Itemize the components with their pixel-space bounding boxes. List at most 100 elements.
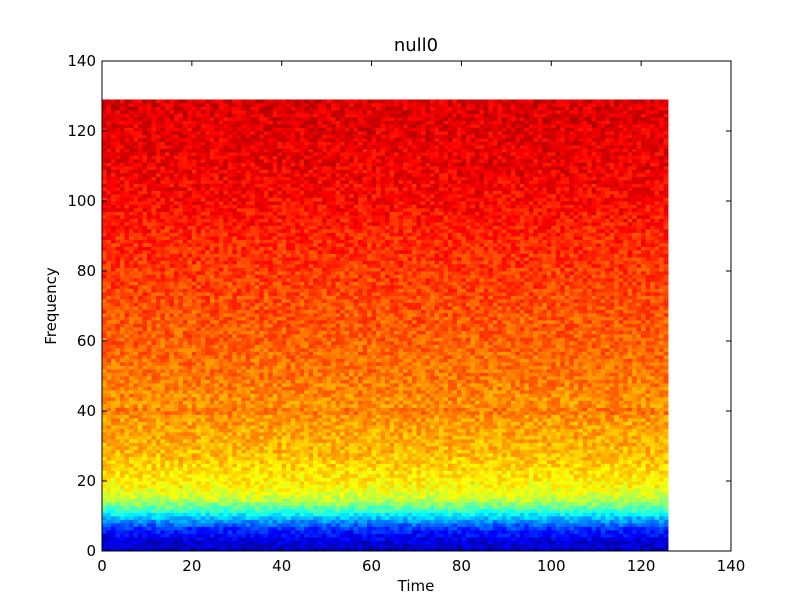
heatmap-cell [569, 533, 575, 538]
heatmap-cell [119, 474, 125, 478]
heatmap-cell [582, 439, 588, 443]
heatmap-cell [605, 442, 611, 447]
heatmap-cell [515, 512, 521, 517]
heatmap-cell [371, 414, 377, 419]
heatmap-cell [200, 467, 206, 471]
heatmap-cell [569, 425, 575, 429]
heatmap-cell [627, 432, 633, 436]
heatmap-cell [533, 442, 539, 447]
heatmap-cell [546, 477, 552, 482]
heatmap-cell [214, 484, 220, 489]
heatmap-cell [322, 519, 327, 524]
heatmap-cell [236, 432, 242, 436]
heatmap-cell [501, 428, 507, 433]
heatmap-cell [573, 533, 579, 538]
heatmap-cell [407, 516, 413, 520]
heatmap-cell [376, 509, 381, 513]
heatmap-cell [645, 523, 651, 527]
heatmap-cell [380, 495, 386, 499]
heatmap-cell [340, 505, 345, 510]
heatmap-cell [632, 537, 637, 541]
heatmap-cell [650, 530, 655, 534]
heatmap-cell [299, 477, 305, 482]
heatmap-cell [200, 526, 206, 531]
heatmap-cell [519, 547, 525, 552]
heatmap-cell [362, 432, 368, 436]
heatmap-cell [254, 533, 260, 538]
heatmap-cell [155, 446, 161, 450]
heatmap-cell [232, 540, 238, 545]
heatmap-cell [349, 477, 354, 482]
heatmap-cell [241, 470, 247, 475]
heatmap-cell [398, 449, 404, 454]
heatmap-cell [420, 509, 426, 513]
heatmap-cell [313, 467, 318, 471]
heatmap-cell [560, 491, 566, 496]
heatmap-cell [533, 449, 539, 454]
heatmap-cell [650, 463, 655, 468]
heatmap-cell [340, 530, 345, 534]
heatmap-cell [205, 449, 211, 454]
heatmap-cell [564, 428, 570, 433]
heatmap-cell [403, 477, 408, 482]
heatmap-cell [380, 526, 386, 531]
heatmap-cell [663, 516, 669, 520]
heatmap-cell [128, 516, 134, 520]
heatmap-cell [376, 460, 381, 464]
heatmap-cell [645, 488, 651, 492]
heatmap-cell [299, 523, 305, 527]
heatmap-cell [501, 460, 507, 464]
heatmap-cell [528, 484, 534, 489]
heatmap-cell [663, 477, 669, 482]
heatmap-cell [214, 449, 220, 454]
heatmap-cell [245, 502, 251, 506]
heatmap-cell [277, 530, 283, 534]
heatmap-cell [501, 477, 507, 482]
heatmap-cell [160, 442, 166, 447]
heatmap-cell [102, 488, 107, 492]
heatmap-cell [232, 502, 238, 506]
heatmap-cell [178, 544, 184, 548]
heatmap-cell [632, 418, 637, 422]
heatmap-cell [533, 414, 539, 419]
heatmap-cell [618, 481, 624, 485]
heatmap-cell [443, 502, 449, 506]
heatmap-cell [429, 421, 435, 426]
heatmap-cell [447, 498, 453, 503]
heatmap-cell [376, 456, 381, 461]
heatmap-cell [389, 418, 395, 422]
heatmap-cell [429, 484, 435, 489]
heatmap-cell [591, 502, 597, 506]
heatmap-cell [268, 470, 274, 475]
heatmap-cell [407, 414, 413, 419]
heatmap-cell [425, 509, 431, 513]
heatmap-cell [537, 453, 543, 457]
heatmap-cell [654, 547, 660, 552]
heatmap-cell [627, 446, 633, 450]
heatmap-cell [416, 498, 422, 503]
heatmap-cell [196, 547, 202, 552]
heatmap-cell [627, 519, 633, 524]
heatmap-cell [277, 537, 283, 541]
heatmap-cell [519, 533, 525, 538]
heatmap-cell [510, 509, 516, 513]
heatmap-cell [650, 449, 655, 454]
heatmap-cell [268, 498, 274, 503]
heatmap-cell [614, 544, 620, 548]
heatmap-cell [654, 526, 660, 531]
heatmap-cell [506, 442, 512, 447]
heatmap-cell [470, 530, 476, 534]
heatmap-cell [331, 498, 336, 503]
heatmap-cell [142, 516, 148, 520]
heatmap-cell [232, 484, 238, 489]
heatmap-cell [102, 467, 107, 471]
heatmap-cell [299, 544, 305, 548]
heatmap-cell [362, 449, 368, 454]
heatmap-cell [587, 502, 593, 506]
heatmap-cell [169, 523, 175, 527]
heatmap-cell [645, 446, 651, 450]
heatmap-cell [295, 547, 301, 552]
heatmap-cell [659, 474, 664, 478]
heatmap-cell [380, 467, 386, 471]
heatmap-cell [263, 547, 269, 552]
